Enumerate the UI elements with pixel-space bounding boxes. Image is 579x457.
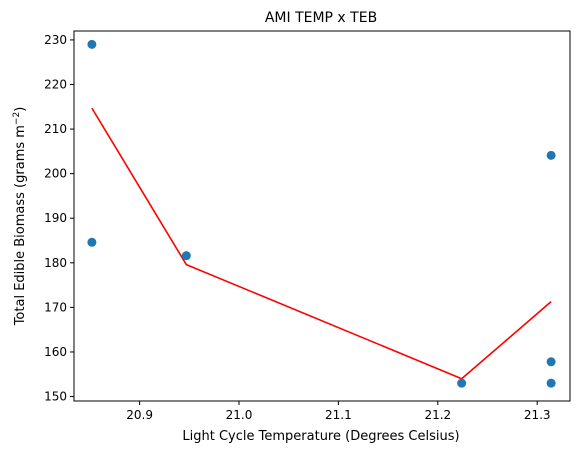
y-tick-label: 190 <box>44 211 67 225</box>
data-point <box>546 357 556 367</box>
x-axis-label: Light Cycle Temperature (Degrees Celsius… <box>182 429 459 444</box>
y-axis-label-superscript: −2 <box>12 112 22 125</box>
y-tick-label: 220 <box>44 77 67 91</box>
y-axis-label-end: ) <box>13 107 28 112</box>
x-tick-label: 21.0 <box>226 408 253 422</box>
x-tick-label: 21.2 <box>424 408 451 422</box>
y-axis: 150 160 170 180 190 200 210 220 230 <box>44 33 74 404</box>
y-tick-label: 200 <box>44 167 67 181</box>
x-tick-label: 21.1 <box>325 408 352 422</box>
y-tick-label: 230 <box>44 33 67 47</box>
data-point <box>546 378 556 388</box>
y-tick-label: 170 <box>44 300 67 314</box>
data-point <box>457 378 467 388</box>
x-tick-label: 21.3 <box>524 408 551 422</box>
data-point <box>181 251 191 261</box>
data-point <box>87 237 97 247</box>
fit-line <box>91 107 552 380</box>
y-tick-label: 210 <box>44 122 67 136</box>
y-tick-label: 160 <box>44 345 67 359</box>
y-tick-label: 180 <box>44 256 67 270</box>
x-axis: 20.9 21.0 21.1 21.2 21.3 <box>126 401 551 422</box>
y-tick-label: 150 <box>44 390 67 404</box>
plot-area <box>73 30 571 402</box>
x-tick-label: 20.9 <box>126 408 153 422</box>
plot-frame <box>73 30 571 402</box>
data-point <box>546 150 556 160</box>
y-axis-label: Total Edible Biomass (grams m−2) <box>12 107 28 327</box>
data-point <box>87 39 97 49</box>
y-axis-label-main: Total Edible Biomass (grams m <box>13 125 28 326</box>
chart-title: AMI TEMP x TEB <box>265 10 377 26</box>
